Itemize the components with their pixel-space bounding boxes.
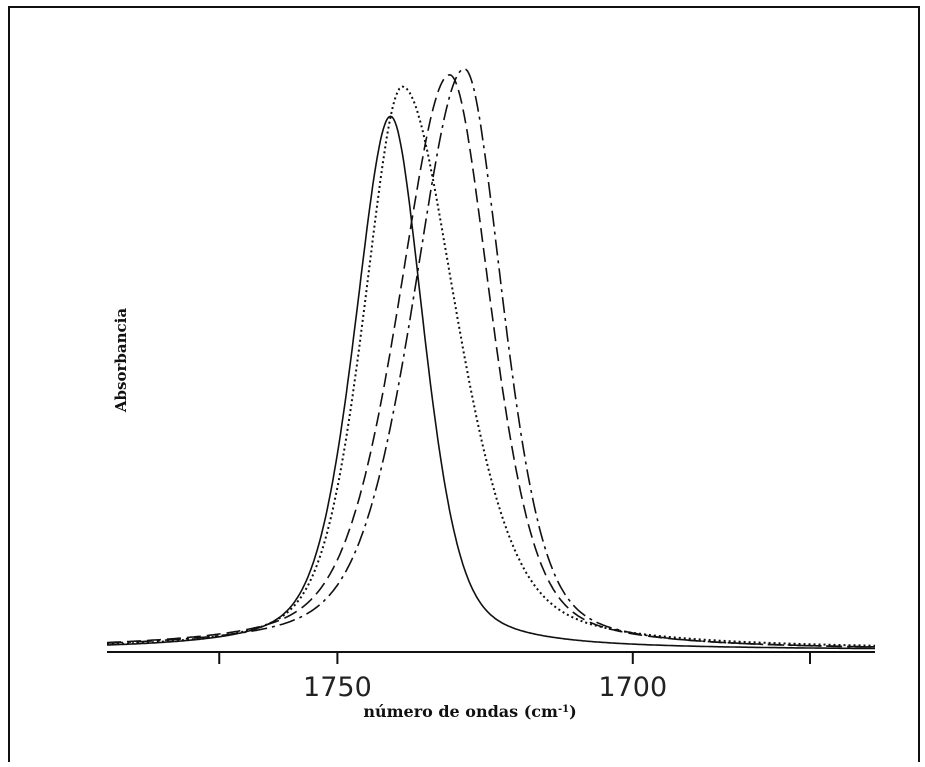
x-axis-title: número de ondas (cm-1) (363, 702, 576, 721)
x-axis-title-text: número de ondas (cm (363, 702, 558, 721)
x-ticks: 1750 1700 (218, 652, 812, 703)
series-line-4 (107, 68, 875, 648)
series-line-2 (107, 85, 875, 647)
x-axis-title-sup: -1 (558, 704, 569, 715)
series-group (106, 68, 875, 650)
series-line-3 (107, 73, 875, 648)
x-tick-label-1700: 1700 (598, 672, 667, 703)
x-tick-label-1750: 1750 (303, 672, 372, 703)
y-axis-title: Absorbancia (112, 308, 130, 413)
figure-frame (8, 6, 920, 762)
x-axis-title-close: ) (569, 702, 577, 721)
